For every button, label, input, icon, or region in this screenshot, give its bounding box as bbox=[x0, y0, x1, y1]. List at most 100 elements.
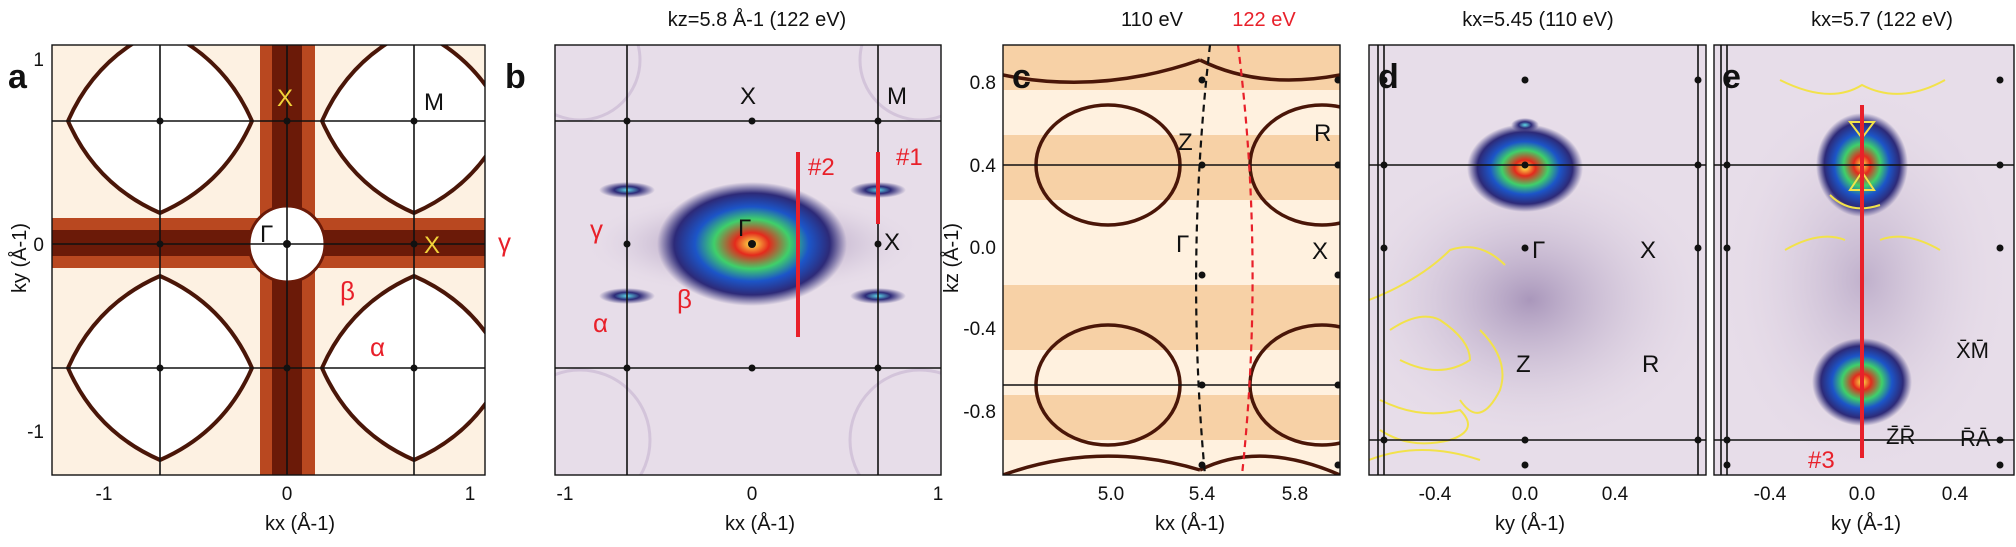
panel-a-label-beta: β bbox=[340, 276, 355, 306]
panel-c-cut-122ev bbox=[1236, 45, 1254, 475]
panel-a: a X M Γ X γ β α 1 0 -1 -1 0 1 kx (Å-1) k… bbox=[8, 44, 511, 535]
panel-e-xticks: -0.4 0.0 0.4 bbox=[1754, 484, 1969, 505]
panel-e-xtick-label: 0.4 bbox=[1942, 484, 1969, 505]
panel-a-letter: a bbox=[8, 58, 28, 96]
panel-d-xtick-label: 0.0 bbox=[1512, 484, 1538, 505]
panel-a-label-x-top: X bbox=[277, 85, 293, 112]
panel-c-ytick-label: -0.4 bbox=[963, 319, 996, 340]
panel-e-label-ra: R̄Ā bbox=[1960, 426, 1991, 451]
panel-c-label-x: X bbox=[1312, 238, 1328, 265]
panel-e-label-xm: X̄M̄ bbox=[1956, 338, 1989, 363]
panel-d: d kx=5.45 (110 eV) Γ X Z R -0.4 0.0 0.4 … bbox=[1368, 9, 1707, 535]
panel-a-ylabel: ky (Å-1) bbox=[8, 223, 31, 293]
panel-a-label-m: M bbox=[424, 89, 444, 116]
panel-b-faint-pockets bbox=[555, 45, 941, 475]
panel-c-letter: c bbox=[1012, 58, 1031, 96]
panel-d-xtick-label: -0.4 bbox=[1419, 484, 1452, 505]
panel-c-frame bbox=[1002, 44, 1341, 476]
panel-e-haze bbox=[1715, 80, 2014, 475]
panel-d-bz-grid bbox=[1369, 45, 1706, 475]
panel-a-label-gamma-band: γ bbox=[498, 227, 511, 257]
panel-d-grid-dots bbox=[1380, 76, 1702, 469]
panel-e-xtick-label: -0.4 bbox=[1754, 484, 1787, 505]
panel-c-cut-110ev bbox=[1195, 45, 1212, 475]
panel-e-label-zr: Z̄R̄ bbox=[1886, 424, 1915, 449]
panel-e-xlabel: ky (Å-1) bbox=[1831, 512, 1901, 535]
panel-d-frame bbox=[1368, 44, 1707, 476]
panel-c-ylabel: kz (Å-1) bbox=[940, 223, 963, 293]
panel-c-light-regions bbox=[1003, 90, 1340, 475]
panel-b-label-m: M bbox=[887, 83, 907, 110]
panel-c-xtick-label: 5.0 bbox=[1098, 484, 1124, 505]
panel-a-ytick-label: 1 bbox=[33, 50, 44, 71]
panel-d-letter: d bbox=[1378, 58, 1399, 96]
panel-a-xtick-label: -1 bbox=[96, 484, 113, 505]
panel-c-xtick-label: 5.8 bbox=[1282, 484, 1308, 505]
panel-a-grid-dots bbox=[156, 117, 418, 372]
panel-d-label-x: X bbox=[1640, 237, 1656, 264]
panel-c: c 110 eV 122 eV Z R Γ X 0.8 0.4 0.0 -0.4… bbox=[940, 9, 1341, 535]
panel-a-xlabel: kx (Å-1) bbox=[265, 512, 335, 535]
panel-d-label-r: R bbox=[1642, 351, 1659, 378]
panel-c-ytick-label: 0.0 bbox=[970, 238, 996, 259]
panel-e-grid-dots bbox=[1723, 76, 2004, 469]
panel-a-bz-grid bbox=[52, 45, 485, 475]
panel-d-xlabel: ky (Å-1) bbox=[1495, 512, 1565, 535]
panel-d-label-z: Z bbox=[1516, 351, 1531, 378]
panel-a-xtick-label: 1 bbox=[465, 484, 476, 505]
panel-c-label-z: Z bbox=[1178, 129, 1193, 156]
panel-a-yticks: 1 0 -1 bbox=[27, 50, 44, 443]
panel-b-grid-dots bbox=[623, 117, 882, 372]
panel-b-xtick-label: 0 bbox=[747, 484, 758, 505]
panel-b-label-x-right: X bbox=[884, 229, 900, 256]
panel-b-xtick-label: -1 bbox=[557, 484, 574, 505]
panel-b-label-beta: β bbox=[677, 284, 692, 314]
panel-a-ytick-label: 0 bbox=[33, 235, 44, 256]
panel-c-title-122ev: 122 eV bbox=[1232, 9, 1296, 31]
panel-c-bz-grid bbox=[1003, 164, 1340, 386]
panel-c-yticks: 0.8 0.4 0.0 -0.4 -0.8 bbox=[963, 73, 996, 423]
panel-b-frame bbox=[554, 44, 942, 476]
panel-b-title: kz=5.8 Å-1 (122 eV) bbox=[668, 8, 846, 31]
panel-d-label-gamma: Γ bbox=[1532, 237, 1545, 264]
panel-a-label-x-right: X bbox=[424, 232, 440, 259]
panel-c-ytick-label: 0.4 bbox=[970, 156, 997, 177]
panel-a-xtick-label: 0 bbox=[282, 484, 293, 505]
panel-e-title: kx=5.7 (122 eV) bbox=[1811, 9, 1953, 31]
panel-e: e kx=5.7 (122 eV) X̄M̄ R̄Ā Z̄R̄ #3 -0.4 … bbox=[1713, 9, 2015, 535]
panel-a-label-gamma: Γ bbox=[260, 221, 273, 248]
panel-c-label-r: R bbox=[1314, 120, 1331, 147]
panel-b-label-gamma: Γ bbox=[738, 215, 751, 242]
panel-b-xticks: -1 0 1 bbox=[557, 484, 944, 505]
panel-d-haze bbox=[1369, 150, 1706, 450]
panel-a-ytick-label: -1 bbox=[27, 422, 44, 443]
panel-e-frame bbox=[1713, 44, 2015, 476]
panel-c-label-gamma: Γ bbox=[1176, 231, 1189, 258]
panel-d-yellow-contours bbox=[1369, 246, 1506, 461]
panel-c-ytick-label: 0.8 bbox=[970, 73, 996, 94]
panel-b-xtick-label: 1 bbox=[933, 484, 944, 505]
panel-d-xtick-label: 0.4 bbox=[1602, 484, 1629, 505]
panel-e-letter: e bbox=[1722, 58, 1741, 96]
panel-b-xlabel: kx (Å-1) bbox=[725, 512, 795, 535]
panel-b: b kz=5.8 Å-1 (122 eV) X M Γ X γ β α #2 #… bbox=[505, 8, 944, 535]
panel-a-xticks: -1 0 1 bbox=[96, 484, 476, 505]
panel-d-xticks: -0.4 0.0 0.4 bbox=[1419, 484, 1629, 505]
panel-c-xlabel: kx (Å-1) bbox=[1155, 512, 1225, 535]
panel-e-label-cut-3: #3 bbox=[1808, 447, 1835, 474]
panel-d-title: kx=5.45 (110 eV) bbox=[1462, 9, 1613, 31]
panel-a-label-alpha: α bbox=[370, 332, 385, 362]
panel-e-xtick-label: 0.0 bbox=[1849, 484, 1875, 505]
panel-b-label-gamma-band: γ bbox=[590, 214, 603, 244]
panel-c-xtick-label: 5.4 bbox=[1189, 484, 1216, 505]
panel-b-label-cut-1: #1 bbox=[896, 144, 923, 171]
panel-b-letter: b bbox=[505, 58, 526, 96]
panel-c-xticks: 5.0 5.4 5.8 bbox=[1098, 484, 1308, 505]
panel-a-frame bbox=[51, 44, 486, 476]
panel-b-label-cut-2: #2 bbox=[808, 154, 835, 181]
panel-d-spot bbox=[1511, 118, 1539, 132]
panel-b-label-alpha: α bbox=[593, 308, 608, 338]
panel-b-label-x-top: X bbox=[740, 83, 756, 110]
panel-c-title-110ev: 110 eV bbox=[1121, 9, 1184, 31]
